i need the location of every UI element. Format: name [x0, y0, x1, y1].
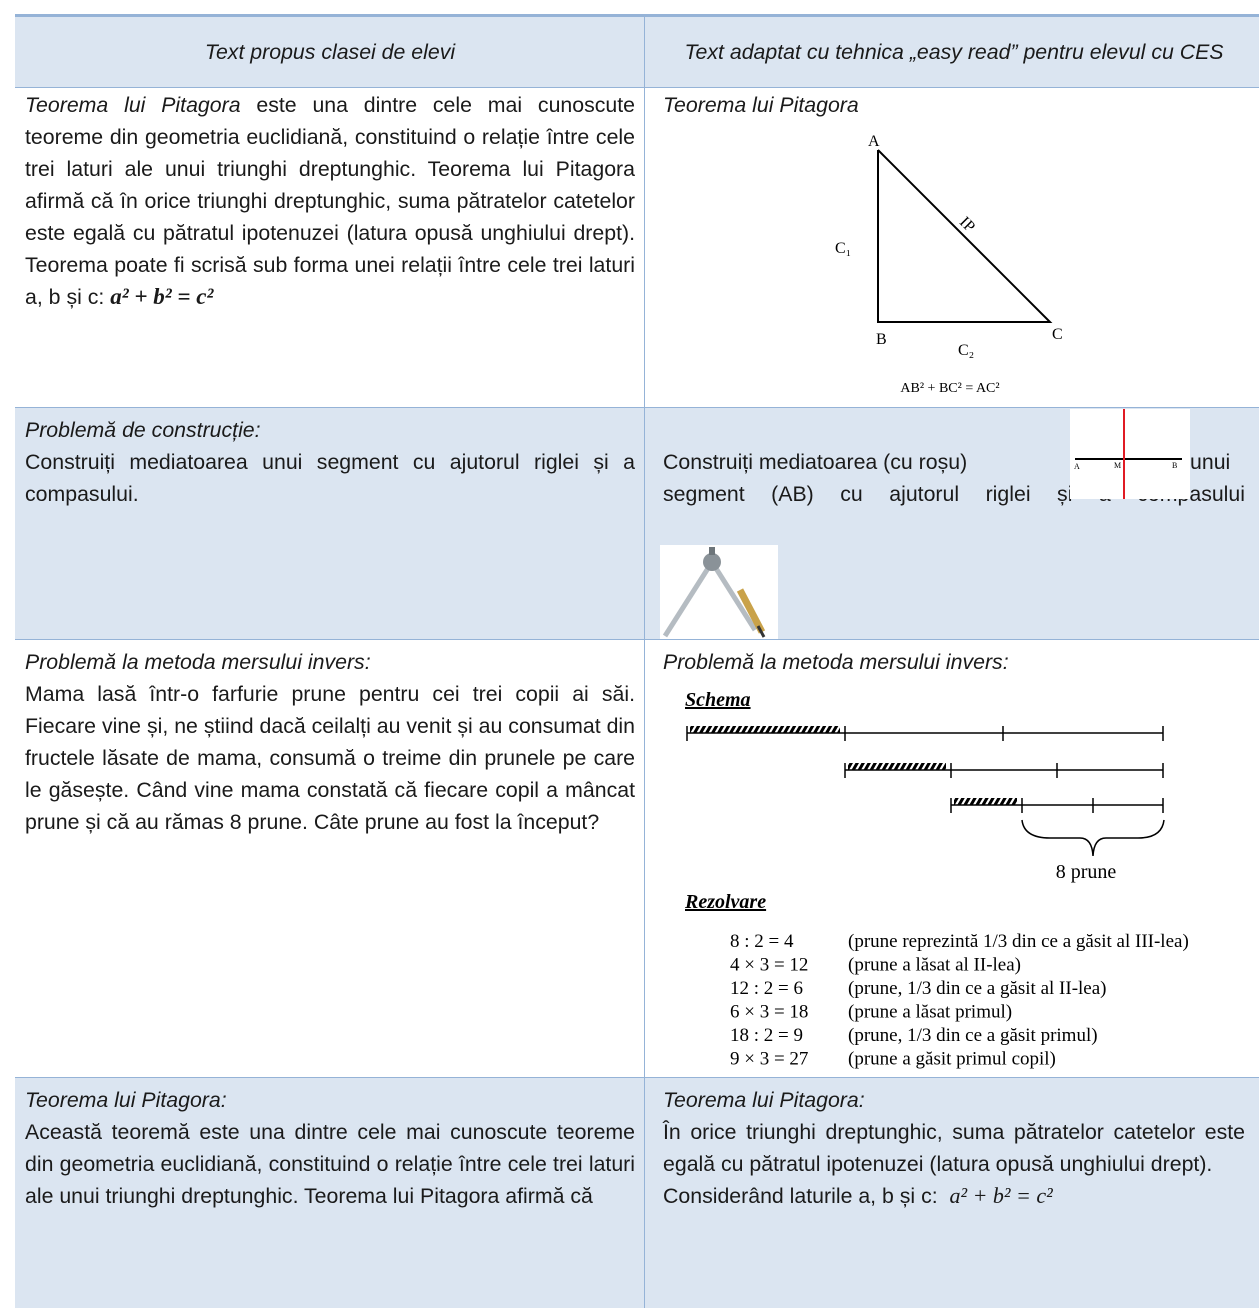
- cell-text: este una dintre cele mai cunoscute teore…: [25, 93, 636, 309]
- cell-text: Construiți mediatoarea (cu roșu): [663, 450, 968, 474]
- formula: a² + b² = c²: [110, 284, 214, 309]
- cell-text: Mama lasă într-o farfurie prune pentru c…: [25, 682, 635, 834]
- cell: Problemă la metoda mersului invers: Mama …: [15, 640, 645, 1077]
- cell-title: Teorema lui Pitagora: [663, 93, 859, 117]
- header-cell: Text adaptat cu tehnica „easy read” pent…: [645, 17, 1259, 87]
- cell-text: Această teoremă este una dintre cele mai…: [25, 1120, 635, 1208]
- header-text: Text propus clasei de elevi: [204, 40, 456, 64]
- formula: a² + b² = c²: [949, 1183, 1053, 1208]
- cell-title: Teorema lui Pitagora: [25, 93, 241, 117]
- cell-text: unui segment (AB) cu ajutorul riglei și …: [663, 450, 1245, 506]
- cell: Teorema lui Pitagora este una dintre cel…: [15, 88, 645, 407]
- cell-title: Problemă la metoda mersului invers:: [663, 650, 1009, 674]
- cell-text: În orice triunghi dreptunghic, suma pătr…: [663, 1120, 1245, 1176]
- header-row: Text propus clasei de elevi Text adaptat…: [15, 17, 1259, 88]
- cell: Teorema lui Pitagora: În orice triunghi d…: [645, 1078, 1259, 1308]
- cell: Problemă la metoda mersului invers:: [645, 640, 1259, 1077]
- cell-title: Problemă de construcție:: [25, 418, 261, 442]
- cell: Construiți mediatoarea (cu roșu) unui se…: [645, 408, 1259, 639]
- header-text: Text adaptat cu tehnica „easy read” pent…: [684, 40, 1224, 64]
- cell-text: Construiți mediatoarea unui segment cu a…: [25, 450, 635, 506]
- table-row: Problemă de construcție: Construiți media…: [15, 408, 1259, 640]
- cell-title: Problemă la metoda mersului invers:: [25, 650, 371, 674]
- cell: Problemă de construcție: Construiți media…: [15, 408, 645, 639]
- header-cell: Text propus clasei de elevi: [15, 17, 645, 87]
- table-row: Problemă la metoda mersului invers: Mama …: [15, 640, 1259, 1078]
- table-row: Teorema lui Pitagora: Această teoremă est…: [15, 1078, 1259, 1308]
- cell-title: Teorema lui Pitagora:: [25, 1088, 227, 1112]
- cell: Teorema lui Pitagora: Această teoremă est…: [15, 1078, 645, 1308]
- table-top-border: [15, 14, 1259, 17]
- formula-lead: Considerând laturile a, b și c:: [663, 1184, 938, 1208]
- cell: Teorema lui Pitagora: [645, 88, 1259, 407]
- cell-title: Teorema lui Pitagora:: [663, 1088, 865, 1112]
- table-row: Teorema lui Pitagora este una dintre cel…: [15, 88, 1259, 408]
